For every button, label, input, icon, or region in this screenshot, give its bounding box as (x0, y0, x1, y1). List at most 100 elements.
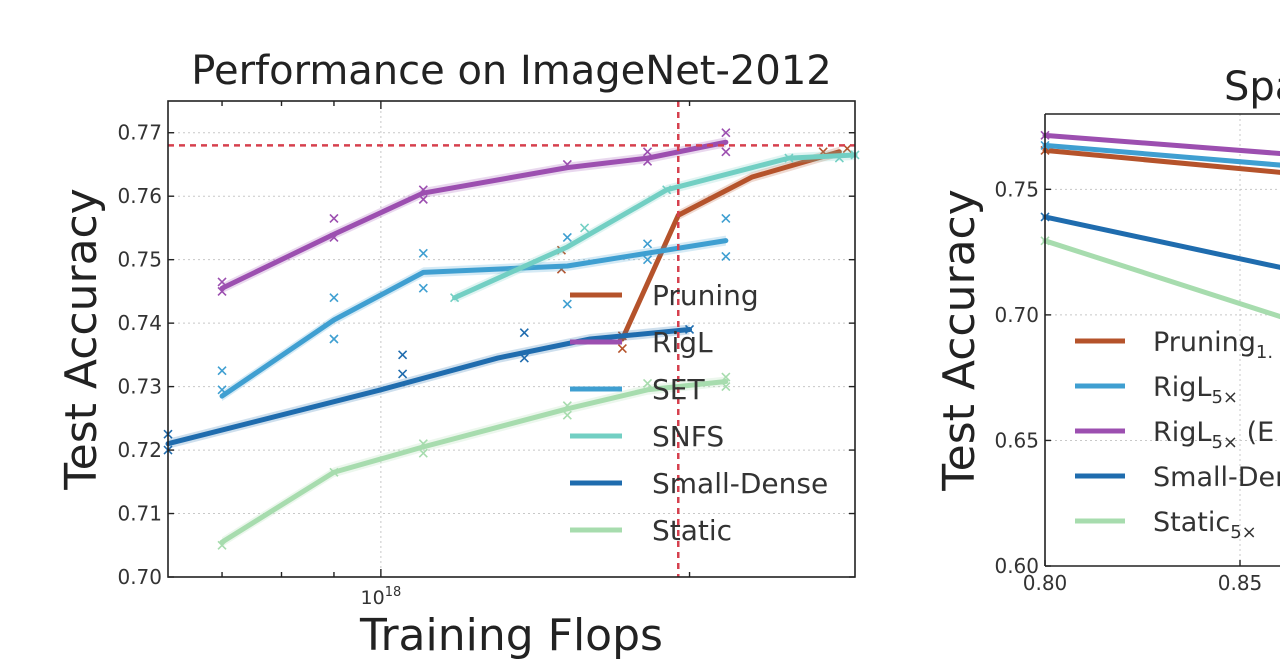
legend-item: Static5× (1075, 507, 1257, 543)
legend-name: Static (1153, 507, 1230, 538)
marker-stroke (562, 299, 572, 309)
marker-stroke (519, 353, 529, 363)
data-point (721, 213, 731, 223)
data-point (617, 343, 627, 354)
data-point (642, 147, 653, 157)
y-tick-label: 0.74 (117, 311, 162, 335)
y-tick-label: 0.76 (117, 184, 162, 208)
y-tick-label: 0.60 (994, 554, 1039, 578)
y-tick-label: 0.70 (994, 303, 1039, 327)
legend-label: Small-Der (1153, 462, 1280, 493)
series-3 (1040, 212, 1280, 270)
data-point (642, 255, 653, 265)
legend-label: Static5× (1153, 507, 1257, 543)
marker-stroke (418, 283, 428, 293)
marker-stroke (329, 467, 339, 477)
sparsity-chart: 0.60 0.65 0.70 0.75 0.80 0.85 Spa Test Accuracy… (934, 64, 1280, 595)
data-point (562, 159, 572, 170)
confidence-band (222, 235, 726, 402)
series-line (219, 379, 729, 545)
marker-stroke (329, 293, 339, 303)
tick-base: 10 (361, 587, 385, 609)
y-axis-label: Test Accuracy (934, 189, 985, 492)
data-point (721, 382, 731, 392)
legend-item: Small-Der (1075, 462, 1280, 493)
marker-stroke (721, 147, 731, 157)
data-point (450, 293, 460, 303)
marker-stroke (642, 239, 653, 249)
legend-item: RigL (570, 326, 713, 359)
marker-stroke (329, 232, 339, 243)
data-point (721, 128, 731, 138)
marker-stroke (562, 232, 572, 243)
data-point (217, 277, 227, 287)
marker-stroke (721, 382, 731, 392)
gridlines (168, 101, 855, 578)
series-line (619, 149, 842, 342)
legend-name: Small-Der (1153, 462, 1280, 493)
marker-stroke (684, 324, 695, 335)
marker-stroke (642, 255, 653, 265)
marker-stroke (562, 410, 572, 420)
legend-label: Pruning (652, 279, 759, 312)
legend-label: Static (652, 514, 732, 547)
data-point (418, 185, 428, 195)
marker-stroke (834, 153, 844, 163)
marker-stroke (418, 448, 428, 458)
series-small-dense (163, 324, 695, 455)
marker-stroke (329, 213, 339, 223)
data-point (329, 232, 339, 243)
legend-label: Small-Dense (652, 467, 828, 500)
marker-stroke (642, 378, 653, 388)
x-tick-label: 0.85 (1218, 571, 1263, 595)
data-point (329, 467, 339, 477)
marker-stroke (418, 194, 428, 204)
data-point (329, 213, 339, 223)
marker-stroke (562, 401, 572, 411)
series-line (219, 139, 729, 291)
data-point (721, 147, 731, 157)
series-line (1042, 132, 1280, 157)
marker-stroke (418, 439, 428, 449)
data-point (418, 194, 428, 204)
legend-name: Pruning (1153, 327, 1256, 358)
legend-item: Static (570, 514, 732, 547)
legend-name: RigL (1153, 417, 1211, 448)
data-point (784, 153, 794, 163)
legend: Pruning1.RigL5×RigL5× (ESmall-DerStatic5… (1075, 327, 1280, 543)
legend-subscript: 5× (1211, 432, 1238, 453)
y-tick-label: 0.77 (117, 121, 162, 145)
data-point (398, 350, 408, 360)
marker-stroke (398, 369, 408, 379)
marker-stroke (721, 372, 731, 382)
marker-stroke (580, 223, 590, 233)
imagenet-performance-chart: 0.70 0.71 0.72 0.73 0.74 0.75 0.76 0.77 1018 Perf… (56, 48, 860, 661)
marker-stroke (329, 334, 339, 344)
legend-item: Pruning1. (1075, 327, 1273, 363)
series-line (219, 238, 729, 399)
data-point (418, 439, 428, 449)
data-point (418, 248, 428, 258)
marker-stroke (842, 144, 852, 154)
x-axis-label: Training Flops (359, 610, 663, 661)
marker-stroke (418, 248, 428, 258)
marker-stroke (617, 343, 627, 354)
legend-label: RigL5× (E (1153, 417, 1274, 453)
data-point (418, 283, 428, 293)
legend-item: RigL5× (1075, 372, 1238, 408)
legend-name: RigL (1153, 372, 1211, 403)
legend-label: RigL (652, 326, 713, 359)
data-point (562, 401, 572, 411)
marker-stroke (217, 286, 227, 296)
legend-item: RigL5× (E (1075, 417, 1274, 453)
data-point (519, 353, 529, 363)
data-point (562, 410, 572, 420)
chart-title: Spa (1224, 64, 1280, 110)
series-line (1042, 238, 1280, 320)
legend-item: Pruning (570, 279, 759, 312)
series-line (1042, 147, 1280, 175)
series-line (1042, 214, 1280, 270)
data-point (217, 540, 227, 550)
data-point (642, 239, 653, 249)
